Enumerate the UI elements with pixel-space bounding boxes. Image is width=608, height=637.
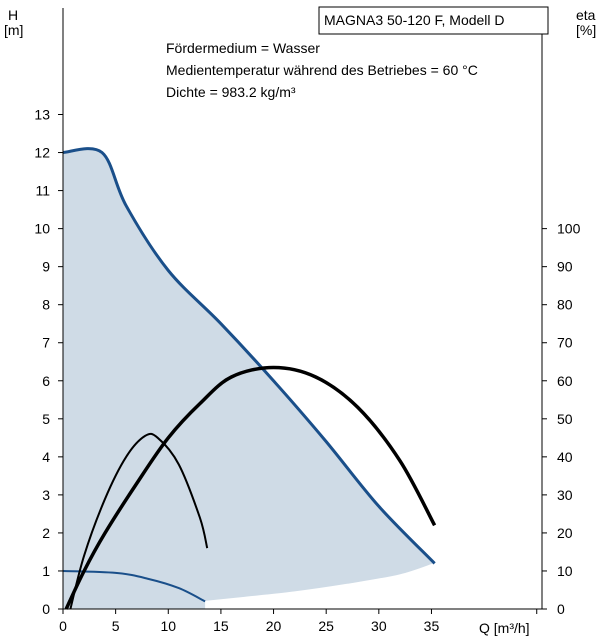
operating-area: [63, 148, 435, 610]
plot-area: [62, 147, 437, 610]
y-tick-label-left: 10: [34, 221, 50, 237]
y-tick-label-right: 0: [557, 601, 565, 617]
y-axis-unit-left: [m]: [4, 22, 23, 38]
y-tick-label-left: 2: [42, 525, 50, 541]
annotation-density: Dichte = 983.2 kg/m³: [166, 84, 296, 100]
y-tick-label-left: 8: [42, 297, 50, 313]
x-tick-label: 35: [424, 618, 440, 634]
y-axis-label-right: eta: [576, 7, 596, 23]
y-tick-label-left: 0: [42, 601, 50, 617]
y-tick-label-left: 1: [42, 563, 50, 579]
y-tick-label-right: 90: [557, 259, 573, 275]
x-tick-label: 5: [112, 618, 120, 634]
y-tick-label-right: 60: [557, 373, 573, 389]
y-tick-label-left: 13: [34, 107, 50, 123]
y-axis-label-left: H: [8, 7, 18, 23]
x-tick-label: 30: [371, 618, 387, 634]
y-tick-label-right: 50: [557, 411, 573, 427]
chart-title: MAGNA3 50-120 F, Modell D: [324, 12, 505, 28]
y-tick-label-right: 10: [557, 563, 573, 579]
model-title-box: MAGNA3 50-120 F, Modell D: [318, 6, 549, 35]
x-tick-label: 0: [59, 618, 67, 634]
y-tick-label-left: 11: [35, 183, 50, 199]
y-tick-label-left: 4: [42, 449, 50, 465]
y-tick-label-left: 5: [42, 411, 50, 427]
y-tick-label-right: 30: [557, 487, 573, 503]
y-tick-label-right: 40: [557, 449, 573, 465]
y-tick-label-right: 100: [557, 221, 581, 237]
x-tick-label: 25: [318, 618, 334, 634]
title-box-border: [318, 6, 549, 35]
y-axis-unit-right: [%]: [576, 22, 596, 38]
y-tick-label-right: 70: [557, 335, 573, 351]
annotation-medium: Fördermedium = Wasser: [166, 40, 320, 56]
x-axis-label: Q [m³/h]: [479, 620, 530, 636]
y-tick-label-left: 12: [34, 145, 50, 161]
x-tick-label: 10: [160, 618, 176, 634]
min-head-curve: [62, 570, 206, 603]
y-tick-label-left: 7: [42, 335, 50, 351]
x-tick-label: 15: [213, 618, 229, 634]
annotation-temperature: Medientemperatur während des Betriebes =…: [166, 62, 478, 78]
x-tick-label: 20: [266, 618, 282, 634]
y-tick-label-left: 9: [42, 259, 50, 275]
y-tick-label-left: 6: [42, 373, 50, 389]
min-boundary-curve: [205, 562, 435, 602]
eta-max-curve: [64, 365, 437, 610]
y-tick-label-right: 20: [557, 525, 573, 541]
max-head-curve: [62, 147, 436, 565]
axes: 0 5 10 15 20 25 30 3501234567891011121301020304…: [34, 8, 581, 634]
y-tick-label-right: 80: [557, 297, 573, 313]
y-tick-label-left: 3: [42, 487, 50, 503]
eta-min-curve: [69, 432, 209, 610]
